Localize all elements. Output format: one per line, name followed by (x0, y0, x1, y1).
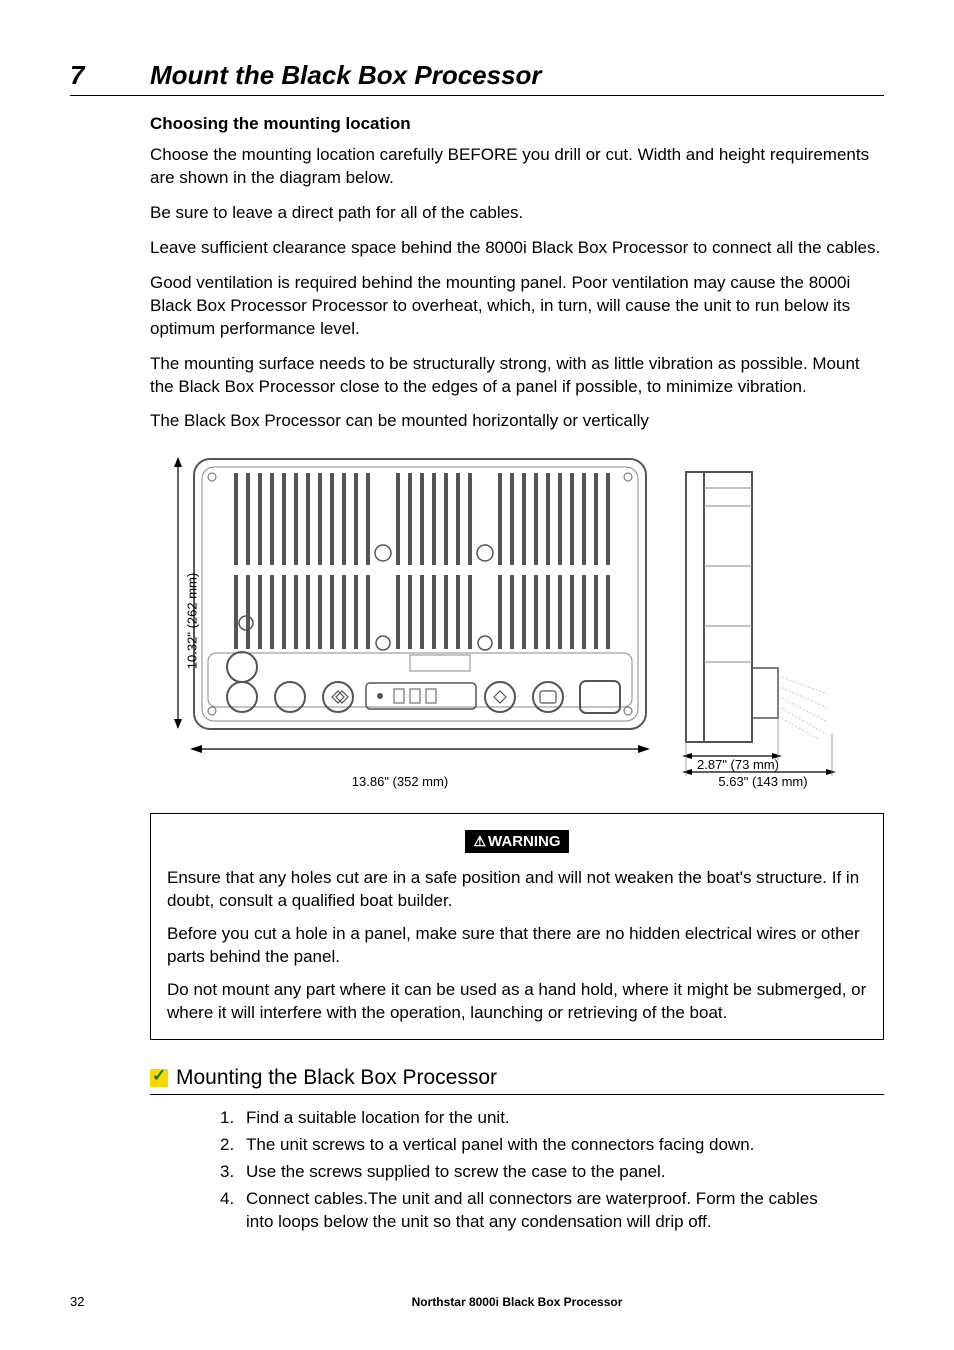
paragraph: Choose the mounting location carefully B… (150, 144, 884, 190)
footer-title: Northstar 8000i Black Box Processor (150, 1295, 884, 1309)
processor-side-svg (668, 466, 848, 776)
warning-label-text: WARNING (488, 833, 561, 850)
processor-top-svg (150, 453, 650, 763)
warning-label: ⚠WARNING (465, 830, 568, 853)
task-num: 3. (220, 1161, 246, 1184)
checkmark-icon (150, 1069, 168, 1087)
diagram-top-view: 10.32" (262 mm) (150, 453, 650, 789)
paragraph: Good ventilation is required behind the … (150, 272, 884, 341)
chapter-heading: 7 Mount the Black Box Processor (70, 60, 884, 96)
task-num: 4. (220, 1188, 246, 1234)
dimension-diagram: 10.32" (262 mm) (150, 453, 884, 789)
task-item: 2.The unit screws to a vertical panel wi… (220, 1134, 844, 1157)
warning-box: ⚠WARNING Ensure that any holes cut are i… (150, 813, 884, 1040)
task-text: Use the screws supplied to screw the cas… (246, 1161, 666, 1184)
warning-paragraph: Do not mount any part where it can be us… (167, 979, 867, 1025)
task-heading-row: Mounting the Black Box Processor (150, 1066, 884, 1095)
page-number: 32 (70, 1294, 150, 1309)
dimension-height: 10.32" (262 mm) (185, 573, 200, 669)
task-item: 4.Connect cables.The unit and all connec… (220, 1188, 844, 1234)
diagram-side-view: 2.87" (73 mm) 5.63" (143 mm) (668, 466, 848, 789)
task-item: 3.Use the screws supplied to screw the c… (220, 1161, 844, 1184)
task-text: Find a suitable location for the unit. (246, 1107, 510, 1130)
content-block: Choosing the mounting location Choose th… (150, 114, 884, 789)
dimension-depth-2: 5.63" (143 mm) (678, 774, 848, 789)
warning-paragraph: Before you cut a hole in a panel, make s… (167, 923, 867, 969)
warning-triangle-icon: ⚠ (473, 833, 486, 849)
task-text: Connect cables.The unit and all connecto… (246, 1188, 844, 1234)
paragraph: The Black Box Processor can be mounted h… (150, 410, 884, 433)
page-footer: 32 Northstar 8000i Black Box Processor (70, 1294, 884, 1309)
subheading-choosing: Choosing the mounting location (150, 114, 884, 134)
paragraph: Be sure to leave a direct path for all o… (150, 202, 884, 225)
paragraph: Leave sufficient clearance space behind … (150, 237, 884, 260)
paragraph: The mounting surface needs to be structu… (150, 353, 884, 399)
warning-paragraph: Ensure that any holes cut are in a safe … (167, 867, 867, 913)
chapter-title: Mount the Black Box Processor (150, 60, 542, 91)
task-num: 2. (220, 1134, 246, 1157)
task-num: 1. (220, 1107, 246, 1130)
task-list: 1.Find a suitable location for the unit.… (220, 1107, 844, 1234)
task-text: The unit screws to a vertical panel with… (246, 1134, 754, 1157)
dimension-width: 13.86" (352 mm) (150, 774, 650, 789)
task-heading: Mounting the Black Box Processor (176, 1066, 497, 1090)
chapter-number: 7 (70, 60, 150, 91)
task-item: 1.Find a suitable location for the unit. (220, 1107, 844, 1130)
warning-label-row: ⚠WARNING (167, 830, 867, 853)
